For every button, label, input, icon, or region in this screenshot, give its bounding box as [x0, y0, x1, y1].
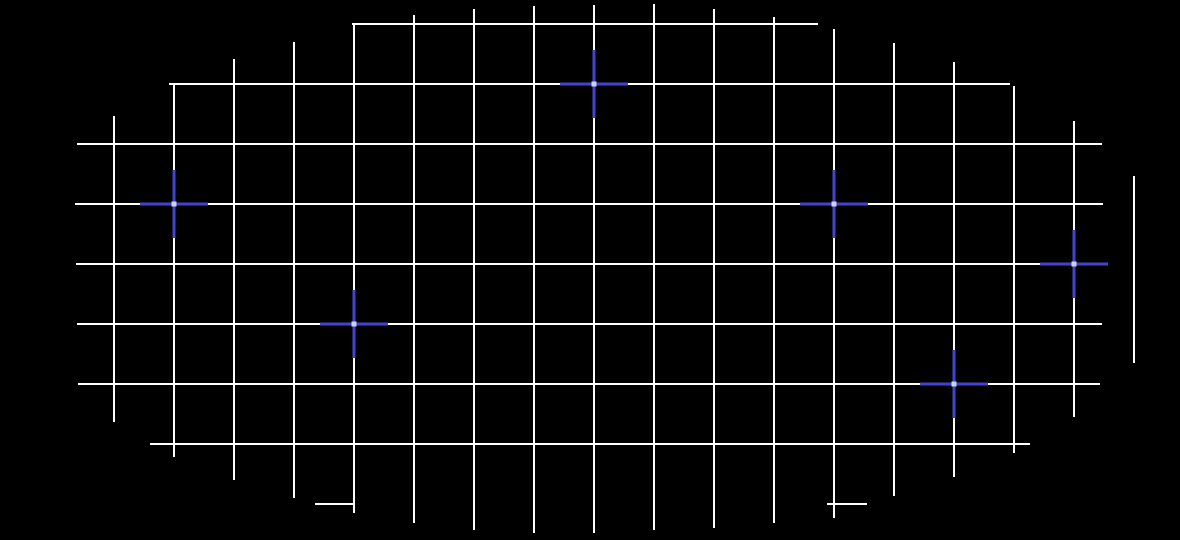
marker-center-highlight — [591, 81, 597, 87]
marker-center-highlight — [171, 201, 177, 207]
target-plus-marker — [920, 350, 988, 418]
marker-center-highlight — [831, 201, 837, 207]
marker-center-highlight — [951, 381, 957, 387]
target-plus-marker — [1040, 230, 1108, 298]
target-plus-marker — [140, 170, 208, 238]
target-plus-marker — [800, 170, 868, 238]
target-plus-marker — [560, 50, 628, 118]
marker-center-highlight — [351, 321, 357, 327]
target-plus-marker — [320, 290, 388, 358]
marker-center-highlight — [1071, 261, 1077, 267]
